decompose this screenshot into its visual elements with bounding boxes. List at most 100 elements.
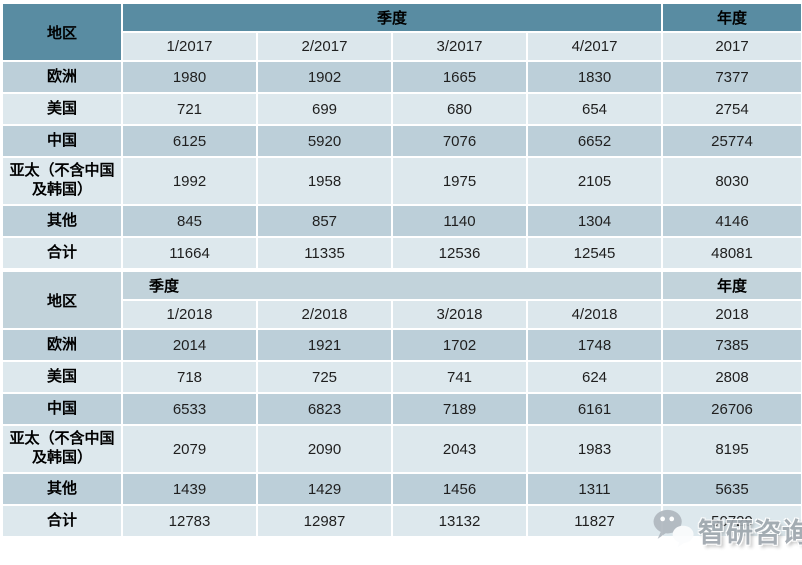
value-cell: 845 bbox=[121, 204, 258, 238]
value-cell: 1958 bbox=[256, 156, 393, 206]
value-cell: 1975 bbox=[391, 156, 528, 206]
value-cell: 6161 bbox=[525, 392, 664, 426]
column-header: 4/2017 bbox=[525, 31, 664, 62]
value-cell: 699 bbox=[256, 92, 393, 126]
table-row: 美国 718 725 741 624 2808 bbox=[1, 360, 802, 394]
region-corner-header: 地区 bbox=[1, 2, 123, 62]
table-row: 地区 季度 年度 bbox=[1, 270, 802, 330]
value-cell: 12545 bbox=[525, 236, 664, 270]
value-cell: 8195 bbox=[661, 424, 802, 474]
value-cell: 1304 bbox=[525, 204, 664, 238]
value-cell: 13132 bbox=[391, 504, 528, 538]
value-cell: 8030 bbox=[661, 156, 802, 206]
region-corner-header: 地区 bbox=[1, 270, 123, 330]
value-cell: 721 bbox=[121, 92, 258, 126]
value-cell: 1311 bbox=[525, 472, 664, 506]
column-header: 2018 bbox=[661, 299, 802, 330]
column-header: 2/2017 bbox=[256, 31, 393, 62]
region-cell: 中国 bbox=[1, 392, 123, 426]
value-cell: 1980 bbox=[121, 60, 258, 94]
value-cell: 12536 bbox=[391, 236, 528, 270]
quarterly-table-2017: 地区 季度 年度 1/2017 2/2017 3/2017 4/2017 201… bbox=[1, 2, 802, 270]
region-cell: 中国 bbox=[1, 124, 123, 158]
column-header: 4/2018 bbox=[525, 299, 664, 330]
value-cell: 5920 bbox=[256, 124, 393, 158]
column-header: 2017 bbox=[661, 31, 802, 62]
value-cell: 1439 bbox=[121, 472, 258, 506]
region-cell: 其他 bbox=[1, 472, 123, 506]
value-cell: 1665 bbox=[391, 60, 528, 94]
value-cell: 2043 bbox=[391, 424, 528, 474]
region-cell: 亚太（不含中国及韩国） bbox=[1, 424, 123, 474]
region-cell: 合计 bbox=[1, 236, 123, 270]
value-cell: 1830 bbox=[525, 60, 664, 94]
year-group-header: 年度 bbox=[661, 2, 802, 33]
value-cell: 5635 bbox=[661, 472, 802, 506]
column-header: 1/2017 bbox=[121, 31, 258, 62]
table-row: 欧洲 1980 1902 1665 1830 7377 bbox=[1, 60, 802, 94]
value-cell: 7385 bbox=[661, 328, 802, 362]
column-header: 3/2018 bbox=[391, 299, 528, 330]
table-row: 其他 845 857 1140 1304 4146 bbox=[1, 204, 802, 238]
value-cell: 1983 bbox=[525, 424, 664, 474]
value-cell: 2754 bbox=[661, 92, 802, 126]
value-cell: 1921 bbox=[256, 328, 393, 362]
value-cell: 48081 bbox=[661, 236, 802, 270]
table-row: 美国 721 699 680 654 2754 bbox=[1, 92, 802, 126]
year-group-header: 年度 bbox=[661, 270, 802, 301]
value-cell: 624 bbox=[525, 360, 664, 394]
value-cell: 680 bbox=[391, 92, 528, 126]
region-cell: 其他 bbox=[1, 204, 123, 238]
value-cell: 1456 bbox=[391, 472, 528, 506]
table-row: 其他 1439 1429 1456 1311 5635 bbox=[1, 472, 802, 506]
value-cell: 11335 bbox=[256, 236, 393, 270]
value-cell: 718 bbox=[121, 360, 258, 394]
table-row: 中国 6533 6823 7189 6161 26706 bbox=[1, 392, 802, 426]
table-row: 1/2018 2/2018 3/2018 4/2018 2018 bbox=[2, 299, 802, 330]
table-row: 地区 季度 年度 bbox=[1, 2, 802, 62]
region-cell: 欧洲 bbox=[1, 60, 123, 94]
table-row: 合计 11664 11335 12536 12545 48081 bbox=[1, 236, 802, 270]
value-cell: 1429 bbox=[256, 472, 393, 506]
value-cell: 1902 bbox=[256, 60, 393, 94]
value-cell: 725 bbox=[256, 360, 393, 394]
value-cell: 11664 bbox=[121, 236, 258, 270]
value-cell: 6533 bbox=[121, 392, 258, 426]
value-cell: 1992 bbox=[121, 156, 258, 206]
value-cell: 7377 bbox=[661, 60, 802, 94]
value-cell: 2014 bbox=[121, 328, 258, 362]
value-cell: 2808 bbox=[661, 360, 802, 394]
table-row: 合计 12783 12987 13132 11827 50729 bbox=[1, 504, 802, 538]
value-cell: 26706 bbox=[661, 392, 802, 426]
column-header: 1/2018 bbox=[121, 299, 258, 330]
region-cell: 欧洲 bbox=[1, 328, 123, 362]
region-cell: 美国 bbox=[1, 92, 123, 126]
value-cell: 6125 bbox=[121, 124, 258, 158]
value-cell: 6823 bbox=[256, 392, 393, 426]
region-cell: 合计 bbox=[1, 504, 123, 538]
quarterly-table-2018: 地区 季度 年度 1/2018 2/2018 3/2018 4/2018 201… bbox=[1, 270, 802, 538]
table-row: 中国 6125 5920 7076 6652 25774 bbox=[1, 124, 802, 158]
table-row: 1/2017 2/2017 3/2017 4/2017 2017 bbox=[2, 31, 802, 62]
value-cell: 50729 bbox=[661, 504, 802, 538]
table-row: 亚太（不含中国及韩国） 2079 2090 2043 1983 8195 bbox=[1, 424, 802, 474]
value-cell: 1748 bbox=[525, 328, 664, 362]
value-cell: 25774 bbox=[661, 124, 802, 158]
region-cell: 亚太（不含中国及韩国） bbox=[1, 156, 123, 206]
value-cell: 654 bbox=[525, 92, 664, 126]
value-cell: 2105 bbox=[525, 156, 664, 206]
value-cell: 7189 bbox=[391, 392, 528, 426]
value-cell: 11827 bbox=[525, 504, 664, 538]
value-cell: 741 bbox=[391, 360, 528, 394]
value-cell: 12987 bbox=[256, 504, 393, 538]
value-cell: 1702 bbox=[391, 328, 528, 362]
table-row: 欧洲 2014 1921 1702 1748 7385 bbox=[1, 328, 802, 362]
value-cell: 6652 bbox=[525, 124, 664, 158]
quarter-group-header: 季度 bbox=[120, 270, 664, 301]
value-cell: 7076 bbox=[391, 124, 528, 158]
table-row: 亚太（不含中国及韩国） 1992 1958 1975 2105 8030 bbox=[1, 156, 802, 206]
value-cell: 12783 bbox=[121, 504, 258, 538]
value-cell: 4146 bbox=[661, 204, 802, 238]
region-cell: 美国 bbox=[1, 360, 123, 394]
column-header: 3/2017 bbox=[391, 31, 528, 62]
